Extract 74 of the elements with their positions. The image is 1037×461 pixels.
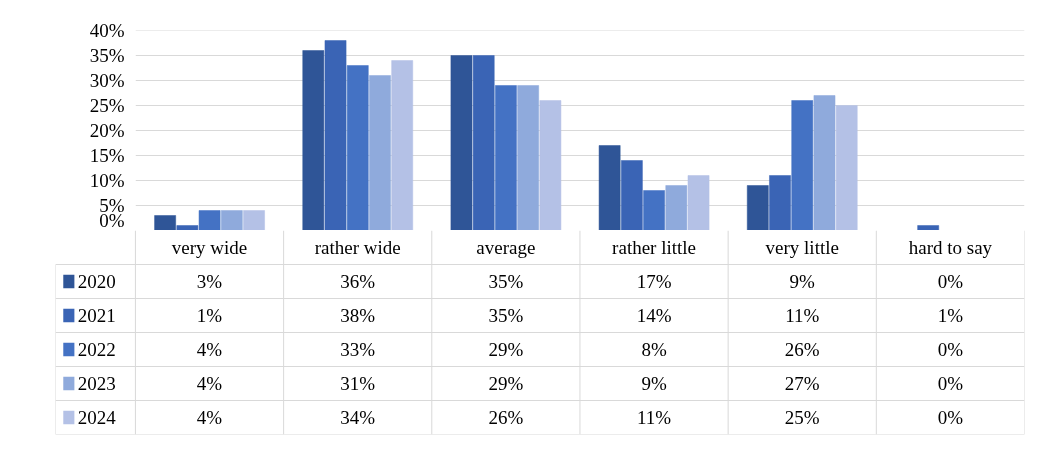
bar xyxy=(176,225,199,230)
bar xyxy=(472,55,495,230)
data-label: 38% xyxy=(340,305,376,326)
bar xyxy=(643,190,665,230)
data-label: 11% xyxy=(636,407,672,428)
bar xyxy=(369,75,391,230)
x-tick-label: hard to say xyxy=(908,237,993,258)
data-label: 4% xyxy=(196,339,223,360)
bar xyxy=(346,65,369,230)
data-label: 29% xyxy=(488,373,524,394)
data-label: 36% xyxy=(340,271,376,292)
data-label: 9% xyxy=(789,271,816,292)
data-label: 1% xyxy=(196,305,223,326)
data-label: 14% xyxy=(636,305,672,326)
bar xyxy=(517,85,539,230)
legend-label: 2022 xyxy=(77,339,116,360)
data-label: 0% xyxy=(937,271,964,292)
x-tick-label: rather wide xyxy=(314,237,401,258)
legend-label: 2023 xyxy=(77,373,116,394)
bar xyxy=(495,85,517,230)
y-tick-label: 15% xyxy=(89,145,125,166)
data-label: 27% xyxy=(784,373,820,394)
data-label: 17% xyxy=(636,271,672,292)
data-label: 29% xyxy=(488,339,524,360)
bar xyxy=(813,95,836,230)
bar xyxy=(769,175,791,230)
data-label: 3% xyxy=(196,271,223,292)
data-label: 0% xyxy=(937,407,964,428)
x-tick-label: very wide xyxy=(171,237,248,258)
data-label: 33% xyxy=(340,339,376,360)
y-tick-label: 25% xyxy=(89,95,125,116)
y-tick-label: 35% xyxy=(89,45,125,66)
legend-label: 2024 xyxy=(77,407,117,428)
bar xyxy=(221,210,243,230)
data-label: 34% xyxy=(340,407,376,428)
data-label: 35% xyxy=(488,305,524,326)
bar xyxy=(687,175,710,230)
x-tick-label: very little xyxy=(765,237,839,258)
data-label: 8% xyxy=(641,339,667,360)
y-tick-label: 20% xyxy=(89,120,125,141)
bar xyxy=(450,55,473,230)
bar xyxy=(791,100,814,230)
bar xyxy=(324,40,347,230)
data-label: 31% xyxy=(340,373,376,394)
bar xyxy=(198,210,221,230)
x-tick-label: average xyxy=(476,237,536,258)
y-tick-label: 30% xyxy=(89,70,125,91)
data-label: 26% xyxy=(488,407,524,428)
data-label: 9% xyxy=(641,373,667,394)
data-label: 35% xyxy=(488,271,524,292)
bar xyxy=(154,215,176,230)
data-label: 0% xyxy=(937,339,964,360)
data-label: 4% xyxy=(196,373,223,394)
legend-label: 2021 xyxy=(77,305,116,326)
data-label: 4% xyxy=(196,407,223,428)
data-label: 1% xyxy=(937,305,964,326)
bar xyxy=(665,185,688,230)
bar xyxy=(391,60,414,230)
x-tick-label: rather little xyxy=(612,237,697,258)
y-tick-label: 10% xyxy=(89,170,125,191)
bar xyxy=(746,185,769,230)
bar xyxy=(598,145,621,230)
data-label: 11% xyxy=(785,305,820,326)
y-tick-label: 40% xyxy=(89,20,125,41)
legend-label: 2020 xyxy=(77,271,116,292)
data-label: 0% xyxy=(937,373,964,394)
bar xyxy=(917,225,939,230)
bar xyxy=(539,100,562,230)
data-label: 25% xyxy=(784,407,820,428)
data-label: 26% xyxy=(784,339,820,360)
bar xyxy=(835,105,858,230)
bar xyxy=(243,210,265,230)
bar xyxy=(302,50,325,230)
bar xyxy=(621,160,643,230)
